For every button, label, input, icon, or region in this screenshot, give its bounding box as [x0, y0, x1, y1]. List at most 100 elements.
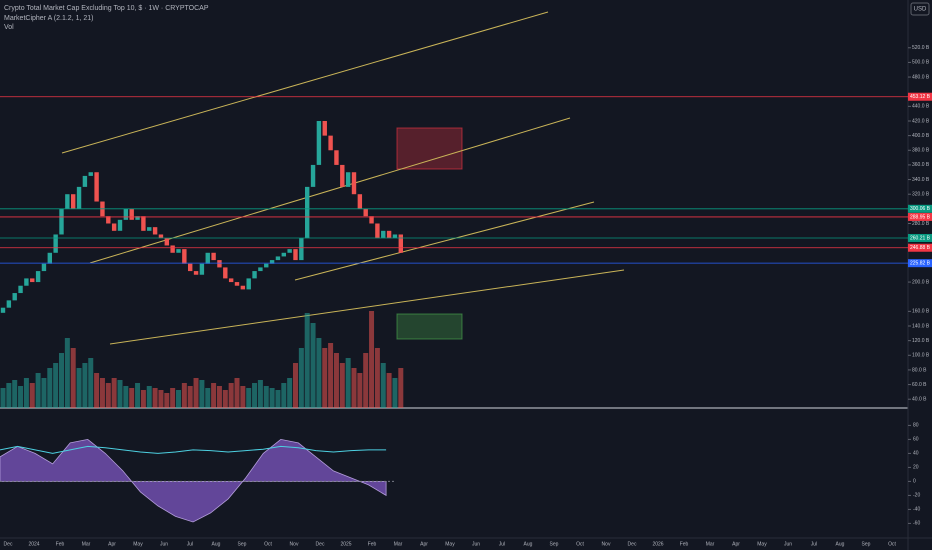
- x-tick-label: Jun: [472, 541, 480, 547]
- volume-bar: [76, 368, 82, 408]
- candle-body: [363, 208, 368, 217]
- candle-body: [351, 172, 357, 195]
- y-tick-label: 400.0 B: [912, 133, 930, 139]
- volume-bar: [105, 383, 111, 408]
- price-tag-label: 246.88 B: [910, 245, 931, 251]
- candle-body: [316, 120, 322, 165]
- volume-bar: [345, 358, 351, 408]
- volume-bar: [88, 358, 94, 408]
- volume-bar: [216, 386, 222, 408]
- x-tick-label: Apr: [732, 541, 740, 547]
- currency-button[interactable]: [910, 2, 930, 16]
- candle-body: [369, 216, 374, 224]
- candle-body: [392, 234, 398, 239]
- volume-bar: [293, 363, 298, 408]
- x-tick-label: 2026: [652, 541, 663, 547]
- volume-bar: [234, 378, 240, 408]
- candle-body: [76, 186, 82, 209]
- chart-title: Crypto Total Market Cap Excluding Top 10…: [4, 5, 209, 12]
- y-tick-label: 140.0 B: [912, 323, 930, 329]
- x-tick-label: Oct: [264, 541, 272, 547]
- channel-line: [61, 11, 549, 154]
- price-tag-label: 453.12 B: [910, 94, 931, 100]
- candle-body: [117, 219, 123, 231]
- volume-bar: [287, 378, 293, 408]
- candle-body: [258, 267, 263, 272]
- candle-body: [88, 172, 93, 176]
- channel-lines: [61, 11, 625, 345]
- candle-body: [293, 249, 298, 261]
- y-tick-label: 520.0 B: [912, 45, 930, 51]
- candle-body: [217, 260, 222, 268]
- candle-body: [152, 227, 158, 235]
- currency-label[interactable]: USD: [914, 7, 927, 13]
- x-tick-label: Sep: [862, 541, 871, 547]
- volume-bar: [146, 386, 152, 408]
- candle-body: [147, 227, 152, 231]
- x-tick-label: Apr: [420, 541, 428, 547]
- candle-body: [398, 234, 403, 253]
- candle-body: [287, 249, 292, 253]
- volume-bar: [322, 348, 328, 408]
- volume-bar: [170, 388, 176, 408]
- volume-bar: [129, 388, 135, 408]
- candle-body: [264, 263, 269, 268]
- volume-bar: [240, 386, 246, 408]
- y-tick-label: 420.0 B: [912, 118, 930, 124]
- volume-bar: [281, 383, 287, 408]
- candle-body: [30, 278, 35, 283]
- x-tick-label: Dec: [4, 541, 13, 547]
- candle-body: [246, 278, 251, 290]
- volume-bar: [29, 383, 35, 408]
- x-tick-label: Nov: [602, 541, 611, 547]
- volume-bar: [18, 386, 24, 408]
- candle-body: [106, 216, 111, 224]
- x-tick-label: Jul: [499, 541, 505, 547]
- volume-bar: [82, 363, 88, 408]
- y-tick-label: 440.0 B: [912, 104, 930, 110]
- candle-body: [82, 175, 88, 187]
- y-tick-label: 40.0 B: [912, 397, 927, 403]
- volume-bar: [181, 383, 187, 408]
- volume-bar: [298, 348, 304, 408]
- candle-body: [340, 164, 345, 187]
- candle-body: [182, 249, 187, 264]
- volume-bar: [158, 390, 164, 408]
- indicator-label: MarketCipher A (2.1.2, 1, 21): [4, 15, 94, 22]
- candle-body: [193, 271, 199, 275]
- volume-bar: [211, 383, 217, 408]
- volume-bar: [369, 311, 375, 408]
- volume-bar: [12, 380, 18, 408]
- volume-bar: [339, 363, 345, 408]
- osc-tick-label: -40: [913, 507, 920, 513]
- y-tick-label: 160.0 B: [912, 309, 930, 315]
- candle-body: [205, 252, 210, 264]
- supply-zone: [396, 127, 463, 170]
- price-tag-label: 288.95 B: [910, 214, 931, 220]
- candle-body: [24, 278, 29, 286]
- x-tick-label: Jun: [160, 541, 168, 547]
- y-tick-label: 320.0 B: [912, 192, 930, 198]
- volume-bar: [257, 380, 263, 408]
- volume-bar: [222, 390, 228, 408]
- x-tick-label: Oct: [576, 541, 584, 547]
- x-tick-label: May: [757, 541, 767, 547]
- volume-bar: [0, 388, 6, 408]
- x-tick-label: Feb: [680, 541, 689, 547]
- channel-line: [109, 269, 625, 345]
- volume-bar: [351, 368, 357, 408]
- candle-body: [310, 164, 316, 187]
- candle-body: [6, 300, 12, 308]
- candle-body: [94, 172, 99, 202]
- volume-bar: [140, 390, 146, 408]
- candle-body: [211, 252, 216, 261]
- volume-bar: [35, 373, 41, 408]
- volume-bar: [269, 388, 275, 408]
- candle-body: [0, 307, 6, 313]
- osc-tick-label: 0: [913, 479, 916, 485]
- candle-body: [252, 271, 257, 279]
- volume-bar: [374, 348, 380, 408]
- volume-bar: [304, 313, 310, 408]
- price-tag-label: 260.21 B: [910, 235, 931, 241]
